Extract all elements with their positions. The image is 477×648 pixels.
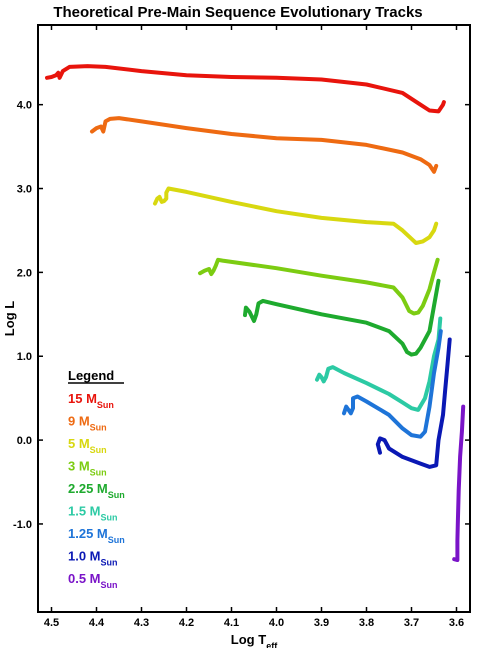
y-tick-label: 3.0	[17, 184, 32, 196]
track-5-msun	[153, 186, 439, 245]
legend-title: Legend	[68, 368, 114, 383]
x-axis: 4.5 4.4 4.3 4.2 4.1 4.0 3.9 3.8 3.7 3.6	[44, 25, 464, 629]
legend-item-1-25: 1.25 MSun	[68, 526, 125, 545]
track-2-25-msun	[243, 278, 441, 357]
legend-item-1-0: 1.0 MSun	[68, 549, 118, 568]
legend-item-3: 3 MSun	[68, 459, 107, 478]
track-1-0-msun	[375, 337, 452, 469]
y-tick-label: 1.0	[17, 351, 32, 363]
legend: Legend 15 MSun 9 MSun 5 MSun 3 MSun 2.25 MSu…	[68, 368, 125, 590]
legend-item-1-5: 1.5 MSun	[68, 504, 118, 523]
y-tick-label: 4.0	[17, 100, 32, 112]
track-1-25-msun	[342, 329, 443, 439]
x-axis-label-subscript: eff	[266, 641, 278, 648]
x-axis-label-main: Log T	[231, 632, 266, 647]
x-tick-label: 4.3	[134, 617, 149, 629]
y-axis-label: Log L	[2, 301, 17, 336]
legend-item-5: 5 MSun	[68, 436, 107, 455]
x-tick-label: 4.2	[179, 617, 194, 629]
legend-item-2-25: 2.25 MSun	[68, 481, 125, 500]
y-axis: -1.0 0.0 1.0 2.0 3.0 4.0	[13, 100, 470, 531]
track-9-msun	[90, 116, 439, 174]
y-tick-label: 0.0	[17, 435, 32, 447]
x-tick-label: 4.1	[224, 617, 239, 629]
track-1-5-msun	[315, 316, 443, 412]
chart-title: Theoretical Pre-Main Sequence Evolutiona…	[53, 4, 422, 21]
x-axis-label: Log Teff	[231, 632, 278, 648]
y-tick-label: -1.0	[13, 519, 32, 531]
plot-frame	[37, 24, 471, 613]
track-3-msun	[198, 257, 440, 316]
x-tick-label: 3.7	[404, 617, 419, 629]
series-layer	[45, 64, 466, 562]
legend-item-15: 15 MSun	[68, 391, 114, 410]
x-tick-label: 4.0	[269, 617, 284, 629]
track-15-msun	[45, 64, 446, 114]
y-tick-label: 2.0	[17, 267, 32, 279]
legend-item-0-5: 0.5 MSun	[68, 571, 118, 590]
x-tick-label: 4.4	[89, 617, 105, 629]
track-0-5-msun	[452, 404, 466, 562]
x-tick-label: 3.6	[449, 617, 464, 629]
x-tick-label: 4.5	[44, 617, 59, 629]
x-tick-label: 3.9	[314, 617, 329, 629]
x-tick-label: 3.8	[359, 617, 374, 629]
legend-item-9: 9 MSun	[68, 414, 107, 433]
